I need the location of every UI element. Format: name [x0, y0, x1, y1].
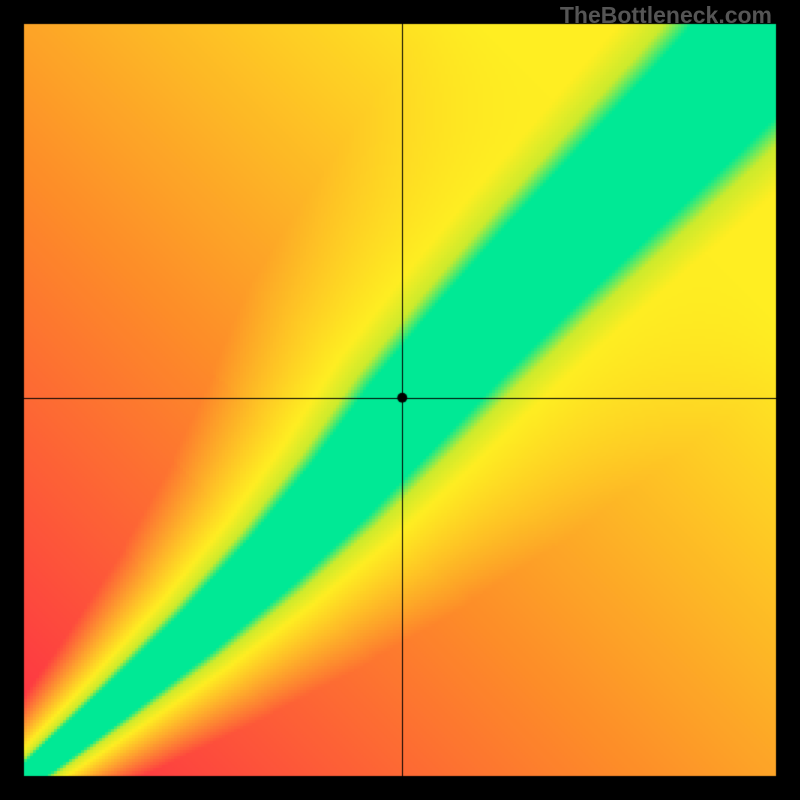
bottleneck-heatmap-canvas — [0, 0, 800, 800]
watermark-text: TheBottleneck.com — [560, 2, 772, 29]
chart-container: TheBottleneck.com — [0, 0, 800, 800]
